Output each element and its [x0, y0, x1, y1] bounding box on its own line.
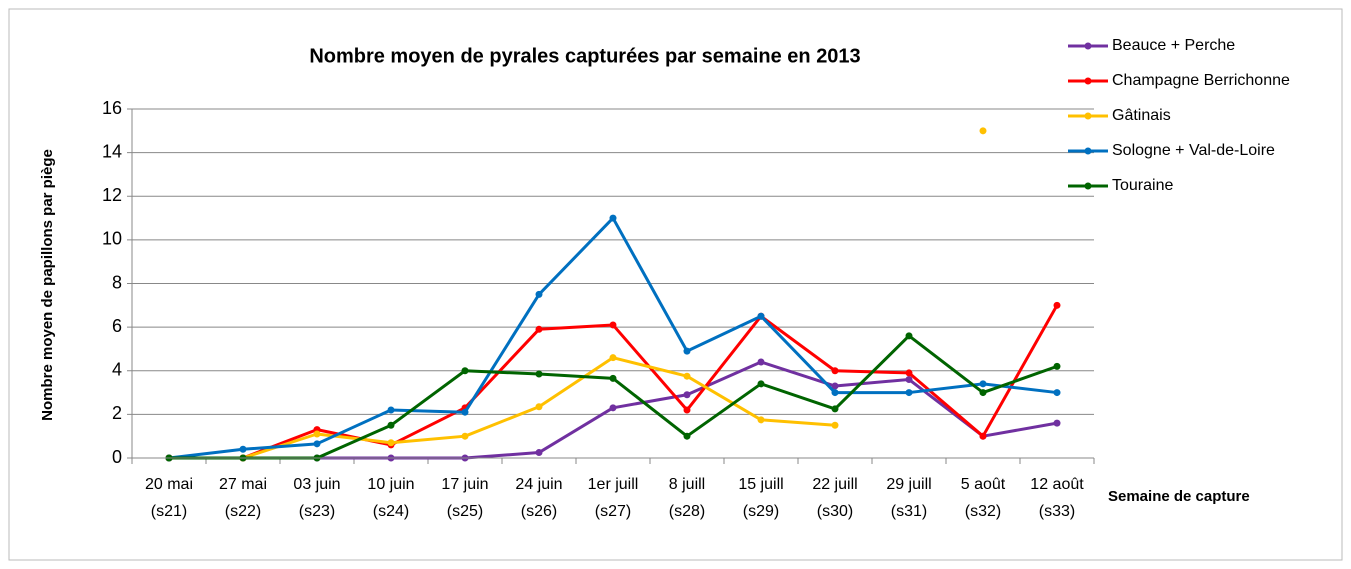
- x-tick-label: 5 août: [961, 476, 1006, 493]
- data-point: [461, 432, 469, 440]
- data-point: [609, 354, 617, 362]
- x-tick-label: (s24): [373, 503, 409, 520]
- data-point: [609, 214, 617, 222]
- data-point: [1053, 389, 1061, 397]
- data-point: [535, 403, 543, 411]
- x-tick-label: 24 juin: [515, 476, 562, 493]
- data-point: [461, 367, 469, 375]
- x-tick-label: (s32): [965, 503, 1001, 520]
- data-point: [979, 380, 987, 388]
- y-axis-label: Nombre moyen de papillons par piège: [39, 149, 56, 421]
- chart-border: [8, 8, 1343, 561]
- x-tick-label: (s31): [891, 503, 927, 520]
- x-tick-label: 27 mai: [219, 476, 267, 493]
- x-tick-label: 17 juin: [441, 476, 488, 493]
- y-tick-label: 2: [112, 403, 122, 423]
- y-tick-label: 14: [102, 141, 122, 161]
- data-point: [757, 358, 765, 366]
- x-tick-label: (s22): [225, 503, 261, 520]
- data-point: [831, 367, 839, 375]
- x-tick-label: 29 juill: [886, 476, 931, 493]
- x-tick-label: (s26): [521, 503, 557, 520]
- data-point: [979, 432, 987, 440]
- data-point: [1053, 419, 1061, 427]
- x-tick-label: 22 juill: [812, 476, 857, 493]
- x-tick-label: (s27): [595, 503, 631, 520]
- x-tick-label: (s23): [299, 503, 335, 520]
- data-point: [313, 430, 321, 438]
- data-point: [683, 347, 691, 355]
- y-tick-label: 16: [102, 98, 122, 118]
- y-tick-label: 10: [102, 229, 122, 249]
- data-point: [313, 440, 321, 448]
- data-point: [609, 374, 617, 382]
- x-tick-label: (s21): [151, 503, 187, 520]
- legend-label: Gâtinais: [1112, 107, 1171, 124]
- x-tick-label: (s30): [817, 503, 853, 520]
- data-point: [831, 389, 839, 397]
- data-point: [905, 375, 913, 383]
- data-point: [831, 405, 839, 413]
- legend-label: Beauce + Perche: [1112, 37, 1235, 54]
- legend-marker: [1084, 42, 1092, 50]
- legend-marker: [1084, 147, 1092, 155]
- x-tick-label: 20 mai: [145, 476, 193, 493]
- x-tick-label: 10 juin: [367, 476, 414, 493]
- data-point: [757, 416, 765, 424]
- y-tick-label: 8: [112, 272, 122, 292]
- y-tick-label: 6: [112, 316, 122, 336]
- data-point: [979, 127, 987, 135]
- data-point: [609, 321, 617, 329]
- legend-label: Sologne + Val-de-Loire: [1112, 142, 1275, 159]
- data-point: [387, 406, 395, 414]
- data-point: [979, 389, 987, 397]
- legend-label: Touraine: [1112, 177, 1173, 194]
- data-point: [905, 369, 913, 377]
- y-tick-label: 4: [112, 360, 122, 380]
- data-point: [683, 391, 691, 399]
- data-point: [757, 380, 765, 388]
- data-point: [535, 370, 543, 378]
- y-tick-label: 0: [112, 447, 122, 467]
- data-point: [387, 439, 395, 447]
- legend-label: Champagne Berrichonne: [1112, 72, 1290, 89]
- legend-marker: [1084, 182, 1092, 190]
- x-tick-label: 1er juill: [588, 476, 639, 493]
- x-tick-label: (s29): [743, 503, 779, 520]
- data-point: [1053, 362, 1061, 370]
- data-point: [535, 325, 543, 333]
- x-tick-label: (s25): [447, 503, 483, 520]
- data-point: [1053, 301, 1061, 309]
- data-point: [239, 445, 247, 453]
- data-point: [683, 406, 691, 414]
- x-tick-label: (s33): [1039, 503, 1075, 520]
- data-point: [905, 332, 913, 340]
- legend-marker: [1084, 77, 1092, 85]
- data-point: [609, 404, 617, 412]
- y-tick-label: 12: [102, 185, 122, 205]
- data-point: [683, 432, 691, 440]
- x-tick-label: 12 août: [1030, 476, 1084, 493]
- data-point: [757, 312, 765, 320]
- data-point: [461, 408, 469, 416]
- data-point: [535, 449, 543, 457]
- x-tick-label: 15 juill: [738, 476, 783, 493]
- x-axis-label: Semaine de capture: [1108, 488, 1250, 505]
- x-tick-label: 8 juill: [669, 476, 705, 493]
- data-point: [387, 421, 395, 429]
- x-tick-label: (s28): [669, 503, 705, 520]
- data-point: [905, 389, 913, 397]
- chart-title: Nombre moyen de pyrales capturées par se…: [309, 45, 860, 67]
- x-tick-label: 03 juin: [293, 476, 340, 493]
- data-point: [831, 382, 839, 390]
- data-point: [535, 290, 543, 298]
- legend-marker: [1084, 112, 1092, 120]
- data-point: [683, 372, 691, 380]
- data-point: [831, 421, 839, 429]
